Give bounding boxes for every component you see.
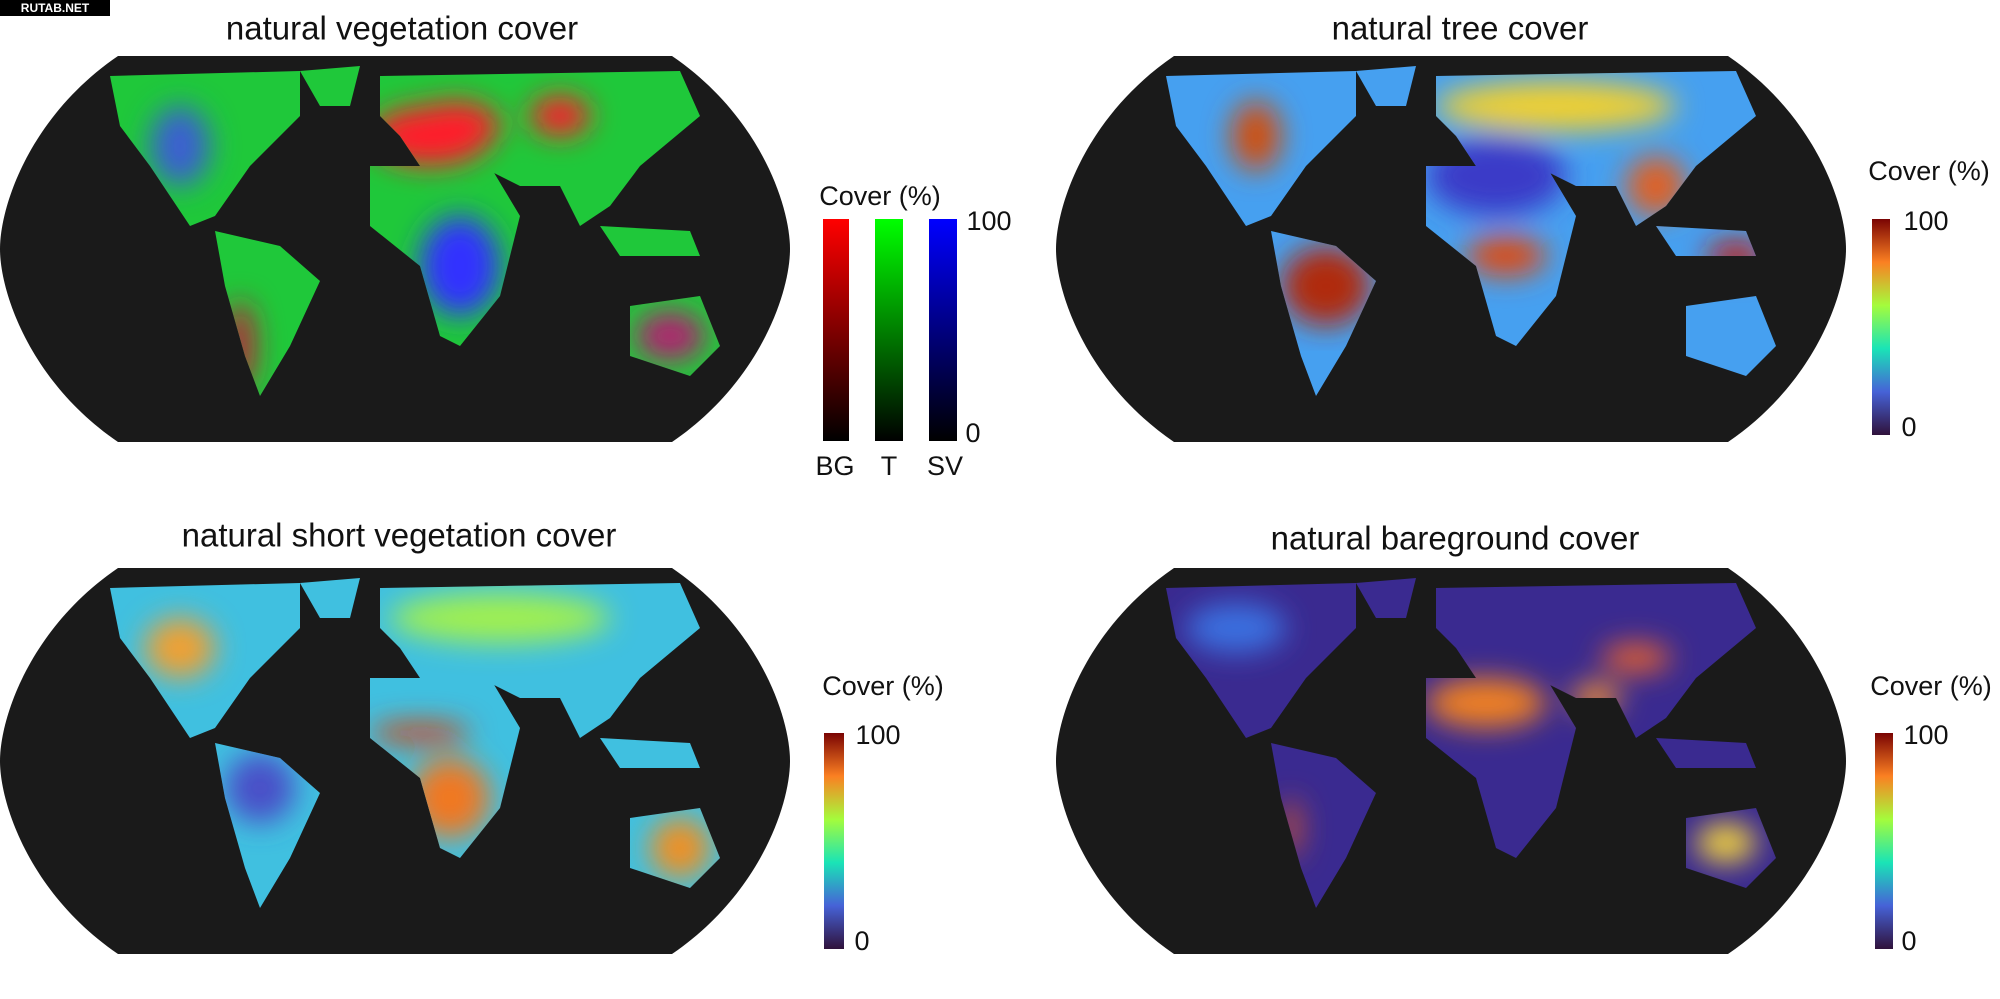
- land-region: [410, 101, 500, 151]
- colorbar-label: Cover (%): [1870, 671, 1992, 701]
- watermark-box: [0, 0, 110, 16]
- colorbar-tick-label: 0: [965, 418, 980, 448]
- colorbar: [823, 219, 849, 441]
- panel-title: natural bareground cover: [1271, 520, 1640, 557]
- colorbar-tick-label: 100: [1903, 720, 1948, 750]
- land-region: [1436, 81, 1676, 131]
- land-region: [635, 311, 705, 361]
- land-region: [1281, 246, 1371, 326]
- land-region: [1186, 603, 1286, 653]
- land-region: [390, 593, 610, 643]
- land-region: [150, 106, 210, 186]
- map: [0, 568, 790, 954]
- colorbar-tick-label: 0: [1901, 412, 1916, 442]
- land-region: [420, 216, 500, 316]
- colorbar: [1875, 733, 1893, 949]
- colorbar-tick-label: 0: [1901, 926, 1916, 956]
- channel-label: T: [881, 451, 898, 481]
- watermark: RUTAB.NET: [21, 1, 90, 15]
- colorbar-label: Cover (%): [822, 671, 944, 701]
- land-pattern: [145, 593, 710, 878]
- map: [1056, 568, 1846, 954]
- map: [1056, 56, 1846, 442]
- colorbar-label: Cover (%): [819, 181, 941, 211]
- map: [0, 56, 790, 442]
- land-pattern: [1186, 603, 1756, 863]
- panel-title: natural tree cover: [1332, 10, 1589, 47]
- land-region: [225, 753, 295, 823]
- land-region: [1426, 678, 1546, 728]
- colorbar-tick-label: 100: [966, 206, 1011, 236]
- panel-title: natural vegetation cover: [226, 10, 578, 47]
- channel-label: SV: [927, 451, 963, 481]
- colorbar-tick-label: 100: [855, 720, 900, 750]
- land-region: [650, 818, 710, 878]
- land-region: [1601, 643, 1671, 673]
- colorbar: [1872, 219, 1890, 435]
- colorbar: [875, 219, 903, 441]
- land-region: [145, 618, 215, 678]
- colorbar-tick-label: 100: [1903, 206, 1948, 236]
- panel-title: natural short vegetation cover: [182, 517, 617, 554]
- land-region: [1231, 101, 1281, 171]
- channel-label: BG: [815, 451, 854, 481]
- colorbar: [929, 219, 957, 441]
- land-region: [1696, 823, 1756, 863]
- colorbar: [824, 733, 844, 949]
- land-region: [530, 96, 590, 136]
- colorbar-tick-label: 0: [854, 926, 869, 956]
- land-region: [370, 723, 470, 743]
- land-region: [1466, 236, 1546, 276]
- colorbar-label: Cover (%): [1868, 156, 1990, 186]
